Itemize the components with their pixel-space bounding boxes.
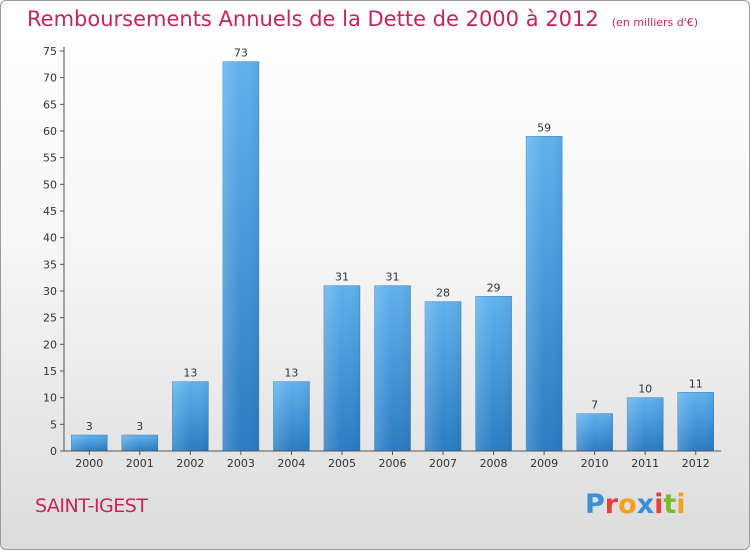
x-tick-label: 2003: [227, 457, 255, 470]
x-tick-label: 2009: [530, 457, 558, 470]
bar-shine: [374, 285, 411, 451]
bar-2012: [677, 392, 714, 452]
bar-2000: [71, 434, 108, 452]
commune-name: SAINT-IGEST: [35, 495, 148, 517]
bar-value-label: 28: [436, 287, 450, 300]
bar-shine: [576, 413, 613, 451]
logo-letter: i: [676, 489, 686, 520]
bar-shine: [475, 296, 512, 451]
y-tick-label: 60: [43, 125, 57, 138]
y-tick-label: 20: [43, 338, 57, 351]
x-tick-label: 2012: [682, 457, 710, 470]
bar-value-label: 11: [689, 377, 703, 390]
x-tick-label: 2006: [379, 457, 407, 470]
logo-letter: i: [654, 489, 664, 520]
logo-letter: P: [585, 489, 605, 520]
bar-shine: [222, 61, 259, 452]
x-tick-label: 2002: [176, 457, 204, 470]
y-tick-label: 10: [43, 392, 57, 405]
proxiti-logo: Proxiti: [585, 489, 686, 520]
bar-shine: [425, 301, 462, 451]
bar-value-label: 29: [487, 281, 501, 294]
bar-2006: [374, 285, 411, 452]
bar-value-label: 13: [183, 367, 197, 380]
logo-letter: r: [604, 489, 619, 520]
bar-shine: [677, 392, 714, 451]
bar-2001: [121, 434, 159, 452]
bar-value-label: 73: [234, 47, 248, 60]
y-tick-label: 5: [50, 418, 57, 431]
x-tick-label: 2001: [126, 457, 154, 470]
bar-shine: [172, 381, 209, 451]
bar-value-label: 59: [537, 121, 551, 134]
chart-title: Remboursements Annuels de la Dette de 20…: [27, 7, 599, 31]
bar-shine: [526, 136, 563, 452]
y-tick-label: 75: [43, 45, 57, 58]
bar-2008: [475, 296, 512, 452]
y-tick-label: 30: [43, 285, 57, 298]
y-tick-label: 35: [43, 258, 57, 271]
bar-2005: [323, 285, 361, 452]
bar-shine: [71, 435, 108, 451]
chart-unit-note: (en milliers d'€): [611, 16, 699, 29]
bar-value-label: 7: [591, 399, 598, 412]
bar-shine: [273, 381, 310, 451]
bar-value-label: 31: [335, 271, 349, 284]
x-tick-label: 2008: [480, 457, 508, 470]
bar-2002: [172, 381, 209, 452]
bar-2003: [222, 61, 260, 452]
y-axis: 0 5 10 15 20 25 30 35 40 45 50 55 60 65 70 75: [43, 45, 65, 458]
bars-group: 3 3 13 73 13 31 31 28 29 59 7 10 11: [71, 47, 714, 452]
bar-value-label: 31: [386, 271, 400, 284]
x-axis: 2000 2001 2002 2003 2004 2005 2006 2007 2008 2009…: [64, 450, 721, 470]
bar-shine: [627, 397, 664, 451]
y-tick-label: 40: [43, 232, 57, 245]
y-tick-label: 70: [43, 72, 57, 85]
bar-shine: [323, 285, 360, 451]
y-tick-label: 65: [43, 98, 57, 111]
bar-value-label: 3: [136, 420, 143, 433]
bar-value-label: 13: [284, 367, 298, 380]
x-tick-label: 2005: [328, 457, 356, 470]
bar-2009: [525, 136, 563, 452]
y-tick-label: 25: [43, 312, 57, 325]
y-tick-label: 55: [43, 152, 57, 165]
x-tick-label: 2004: [277, 457, 305, 470]
y-tick-label: 15: [43, 365, 57, 378]
chart-title-block: Remboursements Annuels de la Dette de 20…: [27, 7, 698, 31]
x-tick-label: 2011: [631, 457, 659, 470]
logo-letter: o: [618, 489, 637, 520]
logo-letter: x: [636, 489, 655, 520]
bar-2011: [626, 397, 664, 452]
bar-2007: [424, 301, 462, 452]
logo-letter: t: [663, 489, 677, 520]
y-tick-label: 50: [43, 178, 57, 191]
y-tick-label: 0: [50, 445, 57, 458]
bar-2010: [576, 413, 613, 452]
x-tick-label: 2007: [429, 457, 457, 470]
bar-value-label: 3: [86, 420, 93, 433]
bar-value-label: 10: [638, 383, 652, 396]
y-tick-label: 45: [43, 205, 57, 218]
bar-2004: [273, 381, 310, 452]
x-tick-label: 2000: [75, 457, 103, 470]
bar-shine: [121, 435, 158, 451]
x-tick-label: 2010: [581, 457, 609, 470]
